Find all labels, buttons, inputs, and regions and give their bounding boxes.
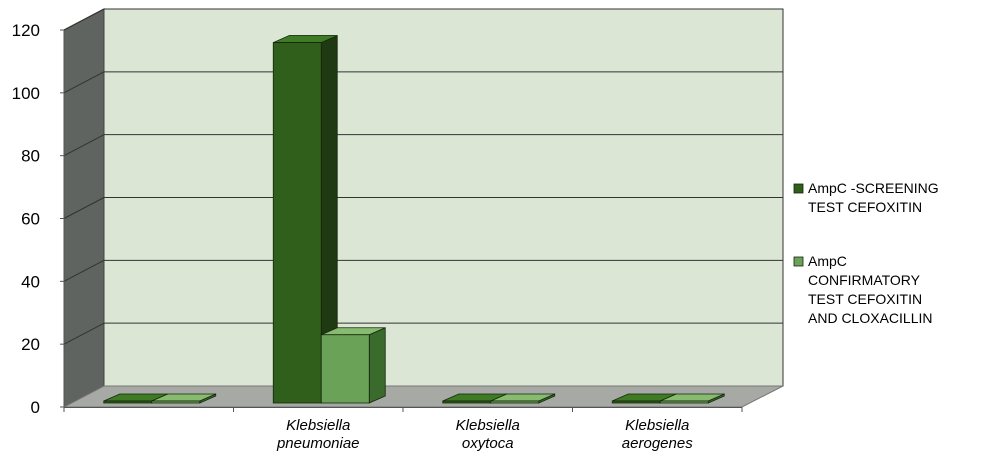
legend-swatch: [793, 256, 804, 267]
bar: [272, 42, 322, 404]
y-tick-label: 100: [12, 84, 40, 103]
gridline-diagonal: [63, 8, 105, 31]
x-tick-label: Klebsiella: [456, 417, 520, 434]
axes: 020406080100120KlebsiellapneumoniaeKlebs…: [12, 21, 743, 452]
legend-label: AmpC -SCREENING: [808, 180, 939, 196]
bars: [103, 34, 725, 404]
plot-walls: [63, 8, 784, 408]
gridline-diagonal: [63, 71, 105, 94]
legend-label: TEST CEFOXITIN: [808, 199, 922, 215]
gridline-diagonal: [63, 197, 105, 219]
y-tick-label: 120: [12, 21, 40, 40]
bar-side: [368, 327, 386, 404]
x-tick-label: Klebsiella: [625, 417, 689, 434]
legend-label: CONFIRMATORY: [808, 272, 921, 288]
x-tick-label: aerogenes: [622, 435, 693, 452]
bar: [659, 400, 709, 404]
legend-label: AmpC: [808, 253, 847, 269]
bar: [442, 400, 492, 404]
bar: [151, 400, 201, 404]
y-tick-label: 80: [21, 147, 40, 166]
x-tick-label: pneumoniae: [276, 435, 360, 452]
bar: [103, 400, 153, 404]
gridlines: [63, 8, 783, 345]
legend-label: AND CLOXACILLIN: [808, 310, 932, 326]
gridline-diagonal: [63, 322, 105, 345]
bar: [490, 400, 540, 404]
y-tick-label: 0: [31, 398, 40, 417]
legend-swatch: [793, 183, 804, 194]
bar: [611, 400, 661, 404]
gridline-diagonal: [63, 259, 105, 282]
y-tick-label: 40: [21, 272, 40, 291]
y-tick-label: 60: [21, 210, 40, 229]
legend: AmpC -SCREENING TEST CEFOXITIN AmpC CONFIRM…: [793, 180, 939, 326]
gridline-diagonal: [63, 134, 105, 157]
bar: [320, 334, 370, 404]
y-tick-label: 20: [21, 335, 40, 354]
legend-label: TEST CEFOXITIN: [808, 291, 922, 307]
x-tick-label: Klebsiella: [286, 417, 350, 434]
x-tick-label: oxytoca: [462, 435, 514, 452]
